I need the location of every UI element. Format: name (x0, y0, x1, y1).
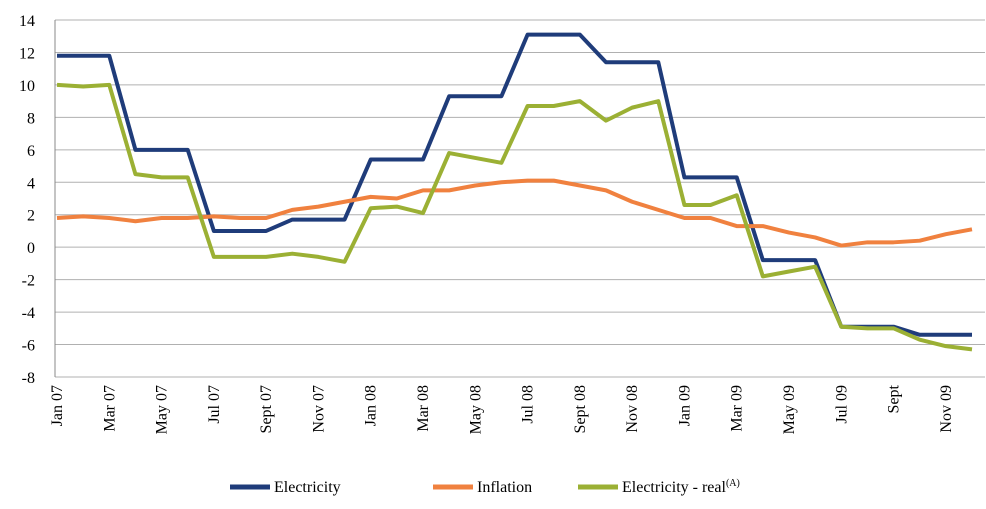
y-tick-label: -2 (22, 273, 35, 290)
legend-label: Inflation (477, 479, 532, 496)
x-tick-label: Nov 08 (624, 385, 641, 433)
x-tick-label: Jan 08 (363, 385, 380, 426)
x-tick-label: Mar 09 (729, 385, 746, 432)
y-tick-label: -6 (22, 338, 35, 355)
y-tick-label: 12 (19, 45, 35, 62)
y-tick-label: 2 (27, 208, 35, 225)
y-tick-label: 14 (19, 13, 35, 30)
x-tick-label: May 07 (154, 385, 171, 434)
series-line (56, 178, 973, 248)
x-tick-label: Sept 07 (258, 385, 275, 433)
legend-text: Inflation (477, 479, 532, 496)
x-tick-label: Mar 07 (101, 385, 118, 432)
y-tick-label: 0 (27, 240, 35, 257)
x-tick-label: May 09 (781, 385, 798, 434)
x-tick-label: Jul 09 (833, 385, 850, 424)
y-tick-label: 6 (27, 143, 35, 160)
legend-label: Electricity (274, 479, 341, 496)
y-tick-label: 10 (19, 78, 35, 95)
x-tick-label: Jul 07 (206, 385, 223, 424)
legend-note: (A) (726, 478, 740, 489)
y-tick-label: 8 (27, 110, 35, 127)
y-tick-label: -8 (22, 370, 35, 387)
x-tick-label: Jan 07 (49, 385, 66, 426)
y-tick-label: 4 (27, 175, 35, 192)
x-tick-label: Nov 07 (310, 385, 327, 433)
y-tick-label: -4 (22, 305, 35, 322)
series-line (57, 32, 972, 337)
legend-text: Electricity (274, 479, 341, 496)
x-tick-label: Sept (886, 384, 903, 413)
x-tick-label: Nov 09 (938, 385, 955, 433)
x-tick-label: Mar 08 (415, 385, 432, 432)
legend-label: Electricity - real(A) (622, 478, 740, 496)
legend-text: Electricity - real (622, 479, 726, 496)
x-tick-label: Jul 08 (520, 385, 537, 424)
x-tick-label: Sept 08 (572, 385, 589, 433)
x-tick-label: May 08 (467, 385, 484, 434)
series-line (56, 82, 973, 352)
x-tick-label: Jan 09 (676, 385, 693, 426)
